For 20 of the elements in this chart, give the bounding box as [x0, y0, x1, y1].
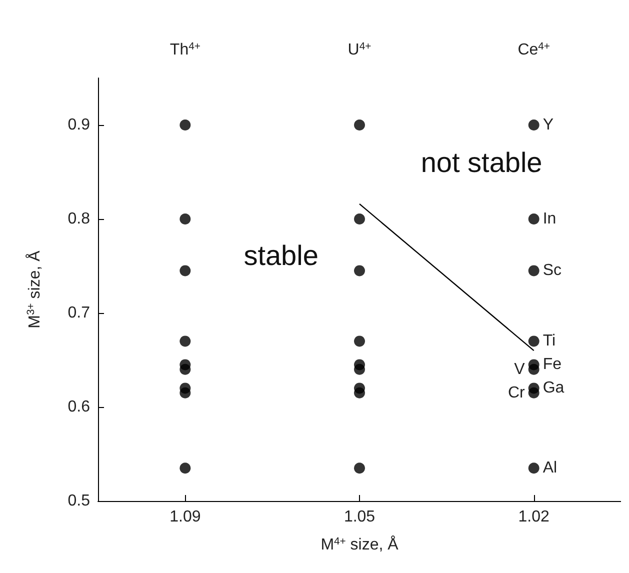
y-tick-label: 0.7: [68, 304, 90, 322]
y-tick-label: 0.9: [68, 116, 90, 134]
y-tick-label: 0.8: [68, 210, 90, 228]
annotation: In: [542, 210, 556, 228]
annotation: Al: [542, 460, 558, 477]
annotation: not stable: [420, 147, 542, 178]
annotation: Sc: [542, 262, 562, 280]
annotation: Cr: [508, 384, 526, 402]
annotation: Ti: [542, 332, 556, 350]
x-tick-label: 1.05: [344, 508, 376, 526]
annotation: Ga: [542, 380, 564, 397]
y-axis-title: M3+ size, Å: [25, 250, 44, 328]
annotation: Fe: [542, 356, 562, 374]
x-tick-label: 1.09: [170, 508, 201, 526]
x-tick-label: 1.02: [518, 508, 550, 526]
y-tick-label: 0.5: [68, 492, 90, 510]
annotation: stable: [244, 240, 318, 272]
annotation: Y: [542, 116, 554, 134]
y-tick-label: 0.6: [68, 398, 90, 416]
annotation: V: [514, 360, 526, 378]
